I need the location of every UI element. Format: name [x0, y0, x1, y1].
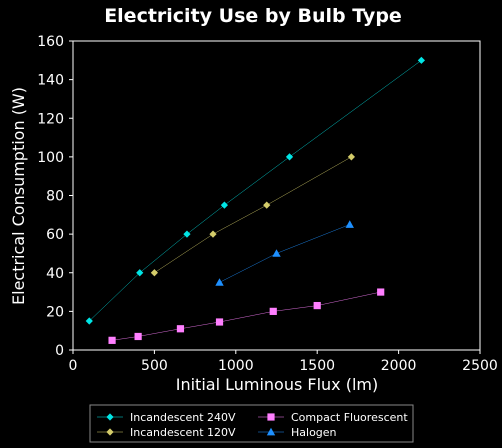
series-1: [150, 153, 355, 277]
y-tick-label: 140: [37, 73, 64, 89]
legend: Incandescent 240V Incandescent 120V Compac…: [89, 404, 414, 443]
legend-label: Incandescent 240V: [130, 411, 236, 424]
x-tick-label: 2000: [381, 358, 417, 374]
data-point: [136, 269, 144, 277]
data-point: [85, 317, 93, 325]
legend-item: Incandescent 240V: [97, 411, 236, 424]
legend-label: Compact Fluorescent: [291, 411, 408, 424]
data-point: [345, 220, 354, 228]
series-line: [154, 156, 352, 273]
x-tick-label: 2500: [462, 358, 498, 374]
x-tick-label: 500: [141, 358, 168, 374]
data-point: [263, 201, 271, 209]
y-tick-label: 120: [37, 111, 64, 127]
series-3: [215, 220, 354, 286]
data-point: [220, 201, 229, 209]
data-point: [134, 332, 142, 341]
legend-item: Incandescent 120V: [97, 426, 236, 439]
data-point: [108, 336, 116, 344]
y-tick-label: 100: [37, 150, 64, 166]
series-line: [112, 291, 381, 341]
x-axis-label: Initial Luminous Flux (lm): [176, 375, 379, 394]
legend-label: Halogen: [291, 426, 337, 439]
data-point: [215, 318, 224, 326]
data-point: [215, 278, 224, 286]
y-tick-label: 20: [46, 304, 64, 320]
data-point: [417, 56, 425, 64]
legend-item: Compact Fluorescent: [258, 411, 408, 424]
y-tick-label: 40: [46, 266, 64, 282]
x-tick-label: 1000: [218, 358, 254, 374]
legend-box: [89, 404, 414, 443]
legend-marker: [106, 413, 114, 421]
series-line: [89, 60, 422, 322]
legend-label: Incandescent 120V: [130, 426, 236, 439]
legend-marker: [106, 428, 114, 436]
data-point: [269, 307, 277, 315]
x-tick-label: 1500: [299, 358, 335, 374]
data-point: [285, 153, 294, 161]
data-point: [209, 230, 217, 238]
data-point: [377, 288, 385, 296]
y-tick-label: 0: [55, 343, 64, 359]
x-tick-label: 0: [69, 358, 78, 374]
y-tick-label: 80: [46, 189, 64, 205]
y-axis-label: Electrical Consumption (W): [9, 87, 28, 305]
data-point: [313, 301, 321, 310]
data-point: [183, 230, 191, 238]
chart-title: Electricity Use by Bulb Type: [104, 5, 402, 27]
y-tick-label: 160: [37, 34, 64, 50]
plot-area: 0 500 1000 1500 2000 2500 0 20 40 60 80 100 120 140 16…: [37, 34, 498, 374]
data-point: [272, 249, 281, 257]
series-line: [219, 224, 350, 283]
plot-frame: [72, 40, 481, 351]
data-point: [347, 153, 355, 161]
legend-marker: [266, 427, 276, 436]
data-point: [176, 325, 185, 333]
legend-item: Halogen: [258, 426, 337, 439]
series-0: [85, 56, 425, 325]
legend-marker: [267, 413, 275, 421]
y-tick-label: 60: [46, 227, 64, 243]
series-2: [108, 288, 385, 344]
data-point: [150, 269, 158, 277]
